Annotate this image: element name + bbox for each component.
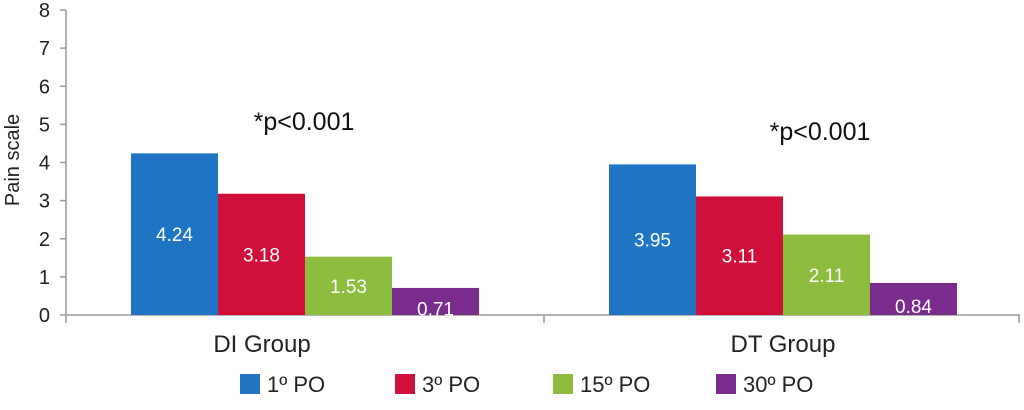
y-axis-title: Pain scale [2,114,24,206]
y-axis: 0 1 2 3 4 5 6 7 8 [39,0,67,327]
legend-label: 30º PO [743,372,813,397]
data-label: 4.24 [156,225,193,246]
legend-item: 3º PO [395,372,480,397]
legend-swatch [395,374,415,394]
legend: 1º PO 3º PO 15º PO 30º PO [240,372,813,397]
legend-item: 15º PO [553,372,650,397]
legend-item: 1º PO [240,372,325,397]
x-axis [65,314,1020,323]
data-label: 0.71 [417,299,454,320]
y-tick-label: 4 [39,153,50,175]
bar [696,196,783,315]
y-tick-label: 6 [39,76,50,98]
legend-label: 3º PO [422,372,480,397]
significance-annotation: *p<0.001 [770,118,871,146]
legend-swatch [716,374,736,394]
bar [305,256,392,315]
data-label: 3.18 [243,245,280,266]
data-label: 0.84 [895,297,932,318]
data-label: 3.11 [722,247,758,268]
y-tick-label: 5 [39,114,50,136]
category-labels-group: DI Group DT Group [213,331,835,358]
annotations-group: *p<0.001 *p<0.001 [254,108,871,146]
y-tick-label: 0 [39,305,50,327]
bar [218,193,305,315]
significance-annotation: *p<0.001 [254,108,355,136]
bar [131,153,218,315]
legend-swatch [553,374,573,394]
y-tick-label: 7 [39,38,50,60]
bar [609,164,696,315]
y-tick-label: 8 [39,0,50,22]
category-label: DT Group [731,331,836,358]
legend-swatch [240,374,260,394]
y-tick-label: 3 [39,191,50,213]
data-labels-group: 4.24 3.18 1.53 0.71 3.95 3.11 2.11 0.84 [156,225,932,320]
data-label: 2.11 [809,266,845,287]
data-label: 3.95 [634,231,671,252]
legend-label: 15º PO [580,372,650,397]
bar [783,234,870,315]
bar [392,287,479,315]
y-tick-label: 1 [39,267,50,289]
legend-item: 30º PO [716,372,813,397]
y-tick-label: 2 [39,229,50,251]
bar [870,282,957,315]
bars-group [131,153,957,315]
data-label: 1.53 [330,277,367,298]
legend-label: 1º PO [267,372,325,397]
category-label: DI Group [213,331,310,358]
